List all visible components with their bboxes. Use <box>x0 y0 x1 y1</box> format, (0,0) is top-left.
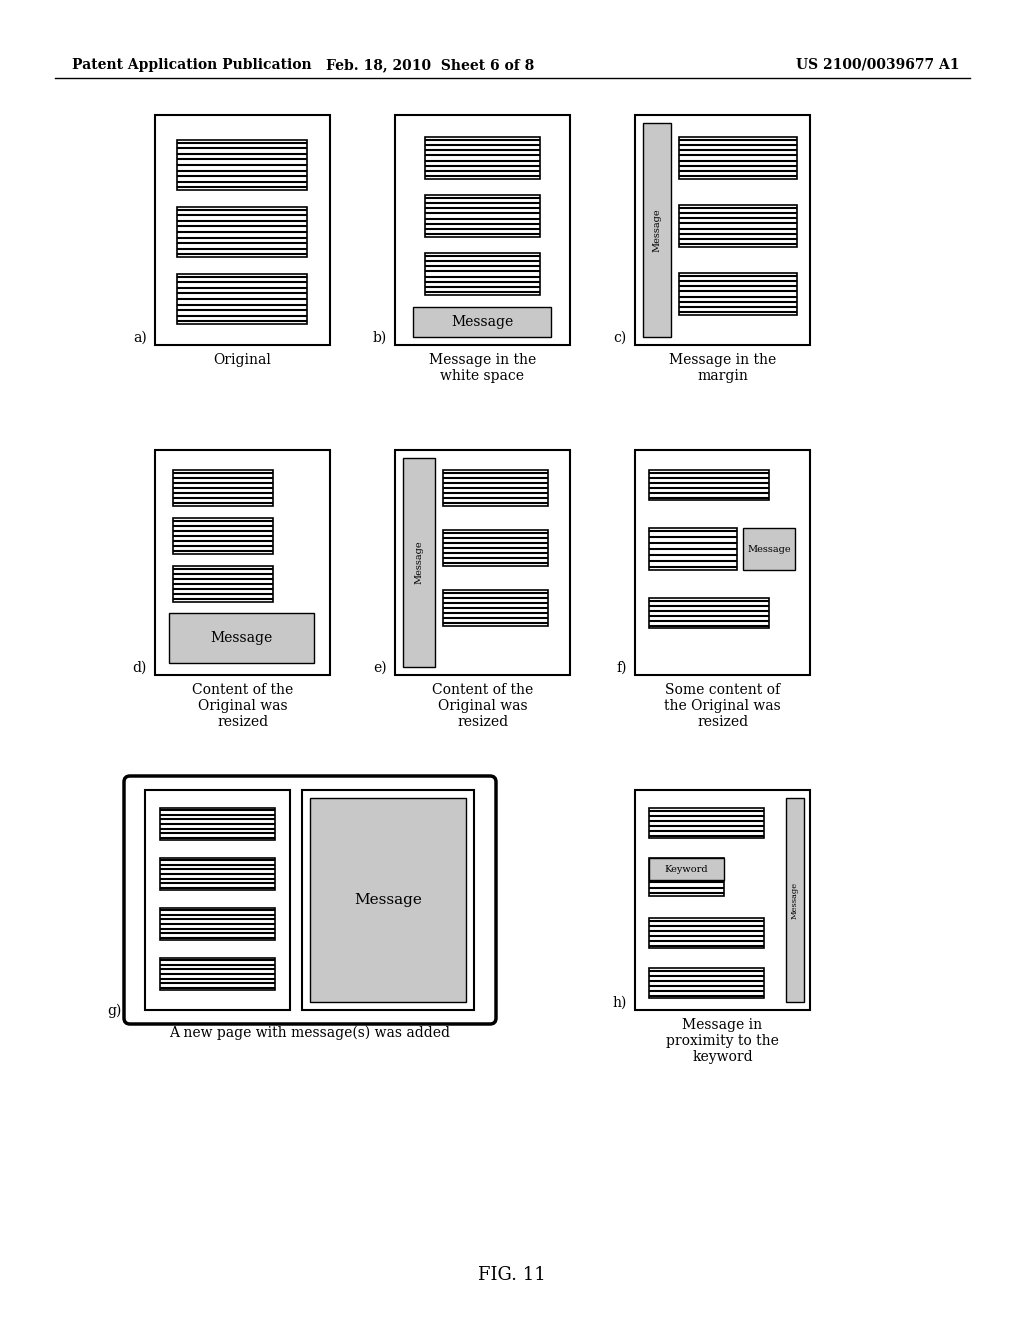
Bar <box>635 789 810 1010</box>
Text: Original: Original <box>214 352 271 367</box>
Bar <box>679 137 797 180</box>
Text: Message in
proximity to the
keyword: Message in proximity to the keyword <box>666 1018 779 1064</box>
Bar <box>643 123 671 337</box>
Bar <box>649 917 764 948</box>
Text: Patent Application Publication: Patent Application Publication <box>72 58 311 73</box>
Bar <box>786 799 804 1002</box>
Text: Feb. 18, 2010  Sheet 6 of 8: Feb. 18, 2010 Sheet 6 of 8 <box>326 58 535 73</box>
Text: FIG. 11: FIG. 11 <box>478 1266 546 1284</box>
Bar <box>177 207 307 257</box>
Bar <box>649 858 724 880</box>
Bar <box>155 450 330 675</box>
Text: f): f) <box>616 661 627 675</box>
Bar <box>395 450 570 675</box>
Bar <box>169 612 314 663</box>
Text: g): g) <box>108 1003 122 1018</box>
Bar <box>635 450 810 675</box>
Bar <box>649 598 769 628</box>
Bar <box>395 115 570 345</box>
Bar <box>649 968 764 998</box>
Text: e): e) <box>374 661 387 675</box>
Text: Message: Message <box>210 631 272 645</box>
Text: a): a) <box>133 331 147 345</box>
Bar <box>173 470 273 506</box>
Text: Content of the
Original was
resized: Content of the Original was resized <box>432 682 534 730</box>
Text: Message in the
margin: Message in the margin <box>669 352 776 383</box>
Bar <box>679 205 797 247</box>
Text: Content of the
Original was
resized: Content of the Original was resized <box>191 682 293 730</box>
Bar <box>443 531 548 566</box>
Bar <box>160 908 275 940</box>
Text: h): h) <box>612 997 627 1010</box>
Text: Message: Message <box>415 541 424 585</box>
Bar <box>425 253 540 294</box>
Bar <box>160 808 275 840</box>
Text: Message: Message <box>354 894 422 907</box>
Text: Some content of
the Original was
resized: Some content of the Original was resized <box>665 682 781 730</box>
Bar <box>173 566 273 602</box>
Bar <box>443 470 548 506</box>
FancyBboxPatch shape <box>124 776 496 1024</box>
Bar <box>649 808 764 838</box>
Bar <box>425 137 540 180</box>
Bar <box>177 275 307 323</box>
Bar <box>649 470 769 500</box>
Bar <box>310 799 466 1002</box>
Text: c): c) <box>613 331 627 345</box>
Text: A new page with message(s) was added: A new page with message(s) was added <box>170 1026 451 1040</box>
Bar <box>145 789 290 1010</box>
Bar <box>403 458 435 667</box>
Text: Message: Message <box>748 544 791 553</box>
Bar <box>413 308 551 337</box>
Bar <box>177 140 307 190</box>
Bar <box>743 528 795 570</box>
Bar <box>160 858 275 890</box>
Bar <box>443 590 548 626</box>
Bar <box>649 858 724 896</box>
Text: b): b) <box>373 331 387 345</box>
Text: Message: Message <box>791 882 799 919</box>
Text: Message: Message <box>451 315 513 329</box>
Bar <box>302 789 474 1010</box>
Text: Message: Message <box>652 209 662 252</box>
Bar <box>635 115 810 345</box>
Text: Message in the
white space: Message in the white space <box>429 352 537 383</box>
Bar <box>155 115 330 345</box>
Bar <box>679 273 797 315</box>
Text: d): d) <box>133 661 147 675</box>
Bar <box>173 517 273 554</box>
Bar <box>649 528 737 570</box>
Text: US 2100/0039677 A1: US 2100/0039677 A1 <box>797 58 961 73</box>
Bar <box>425 195 540 238</box>
Bar <box>160 958 275 990</box>
Text: Keyword: Keyword <box>665 865 709 874</box>
